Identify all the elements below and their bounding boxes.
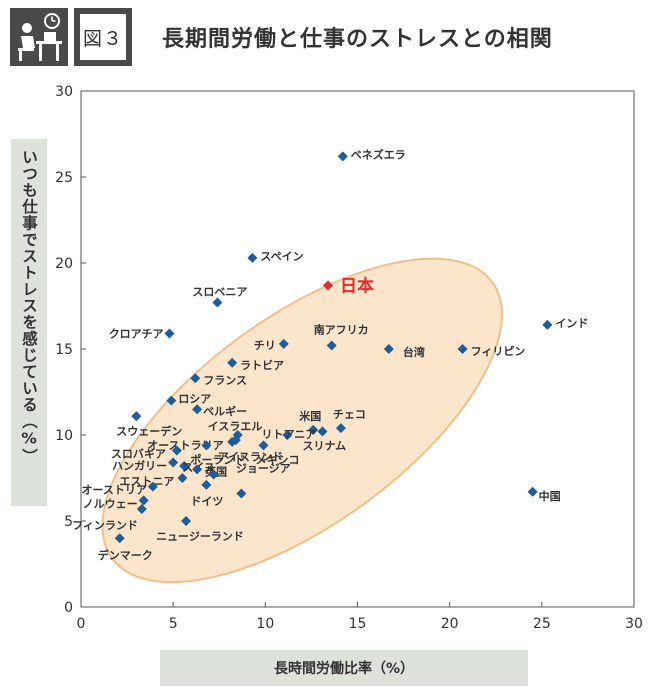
data-point-label: クロアチア <box>109 328 164 341</box>
data-point-label: チェコ <box>333 408 366 421</box>
data-point-label: オーストラリア <box>147 439 223 452</box>
data-point-marker <box>168 457 179 468</box>
data-point-marker <box>282 430 293 440</box>
x-axis-label-box: 長時間労働比率（%） <box>160 650 528 686</box>
y-tick-label: 0 <box>64 600 73 616</box>
data-point-label: ラトビア <box>240 358 284 372</box>
data-point-marker <box>317 426 328 437</box>
data-point-marker <box>337 151 348 162</box>
data-point-label: ポーランド <box>190 452 245 466</box>
data-point-label: デンマーク <box>98 548 153 562</box>
figure-number-badge: 図３ <box>74 8 132 66</box>
chart-title: 長期間労働と仕事のストレスとの相関 <box>162 27 553 52</box>
correlation-ellipse <box>101 257 503 584</box>
data-point-label: ノルウェー <box>83 497 138 510</box>
data-point-label: フィリピン <box>471 345 526 358</box>
data-point-marker <box>326 340 337 351</box>
data-point-marker <box>212 297 223 308</box>
data-point-label: ニュージーランド <box>156 530 244 543</box>
data-point-label: オーストリア <box>81 484 146 497</box>
x-tick-label: 25 <box>533 616 551 632</box>
data-point-marker <box>227 357 238 368</box>
data-point-marker <box>171 445 182 456</box>
data-point-marker <box>136 503 147 514</box>
x-tick-label: 10 <box>256 616 274 632</box>
data-point-label: ベルギー <box>203 404 247 418</box>
y-tick-label: 20 <box>55 256 73 272</box>
data-point-marker <box>181 516 192 526</box>
data-point-marker <box>383 344 394 354</box>
data-point-label: ドイツ <box>190 495 223 508</box>
data-point-marker <box>208 469 219 480</box>
data-point-marker <box>527 486 538 497</box>
y-tick-label: 15 <box>55 342 73 358</box>
x-axis-label: 長時間労働比率（%） <box>273 661 415 677</box>
y-tick-label: 5 <box>64 514 73 530</box>
data-point-marker <box>147 481 158 492</box>
x-tick-label: 5 <box>169 616 178 632</box>
x-tick-label: 20 <box>441 616 459 632</box>
data-point-label: スロベニア <box>192 286 247 299</box>
x-tick-label: 15 <box>349 616 367 632</box>
data-point-marker <box>192 464 203 475</box>
data-point-marker <box>247 252 258 263</box>
x-tick-label: 0 <box>77 616 86 632</box>
data-point-marker <box>166 395 177 406</box>
y-axis-label: いつも仕事でストレスを感じている（%） <box>20 149 38 465</box>
data-point-label: リトアニア <box>261 428 316 441</box>
data-point-marker <box>542 319 553 330</box>
y-axis-label-box: いつも仕事でストレスを感じている（%） <box>11 139 47 506</box>
data-point-marker <box>236 488 247 499</box>
data-point-marker <box>308 424 319 435</box>
data-point-label: 台湾 <box>403 345 425 359</box>
data-point-label: インド <box>555 317 588 330</box>
data-point-label: イスラエル <box>208 420 263 433</box>
y-tick-label: 25 <box>55 170 73 186</box>
data-point-label: チリ <box>254 339 276 352</box>
data-point-marker <box>164 328 175 339</box>
y-tick-label: 30 <box>55 84 73 100</box>
data-point-label: 中国 <box>539 489 561 503</box>
data-point-label: ジョージア <box>236 462 291 475</box>
figure-number-label: 図３ <box>80 14 126 60</box>
data-point-label: スロバキア <box>111 447 166 460</box>
data-point-label: 日本 <box>340 275 374 296</box>
header: 図３ 長期間労働と仕事のストレスとの相関 <box>0 0 650 80</box>
data-point-marker <box>190 373 201 384</box>
desk-worker-clock-icon <box>10 8 68 66</box>
data-point-marker <box>278 338 289 349</box>
data-point-marker <box>192 404 203 415</box>
data-point-marker <box>177 473 188 483</box>
data-point-marker <box>323 280 334 291</box>
data-point-marker <box>201 479 212 490</box>
data-point-marker <box>258 440 269 451</box>
data-point-label: ロシア <box>178 393 211 406</box>
data-point-label: エストニア <box>119 475 174 488</box>
data-point-marker <box>114 533 125 544</box>
data-point-label: ハンガリー <box>112 459 167 473</box>
data-point-label: フィンランド <box>72 519 138 532</box>
data-point-marker <box>179 460 190 471</box>
x-tick-label: 30 <box>625 616 643 632</box>
data-point-marker <box>201 440 212 451</box>
data-point-label: アイスランド <box>218 451 283 464</box>
data-point-label: スペイン <box>260 250 303 263</box>
data-point-label: メキシコ <box>255 453 299 466</box>
data-point-label: スリナム <box>302 440 346 453</box>
data-point-marker <box>131 411 142 422</box>
data-point-marker <box>335 423 346 434</box>
data-point-label: スウェーデン <box>116 424 182 438</box>
data-point-label: フランス <box>203 374 247 387</box>
data-point-marker <box>230 435 241 446</box>
data-point-label: 米国 <box>298 409 321 423</box>
y-tick-label: 10 <box>55 428 73 444</box>
data-point-marker <box>138 495 149 506</box>
data-point-marker <box>457 344 468 354</box>
data-point-label: ベネズエラ <box>351 147 406 161</box>
data-point-label: 南アフリカ <box>314 323 369 337</box>
